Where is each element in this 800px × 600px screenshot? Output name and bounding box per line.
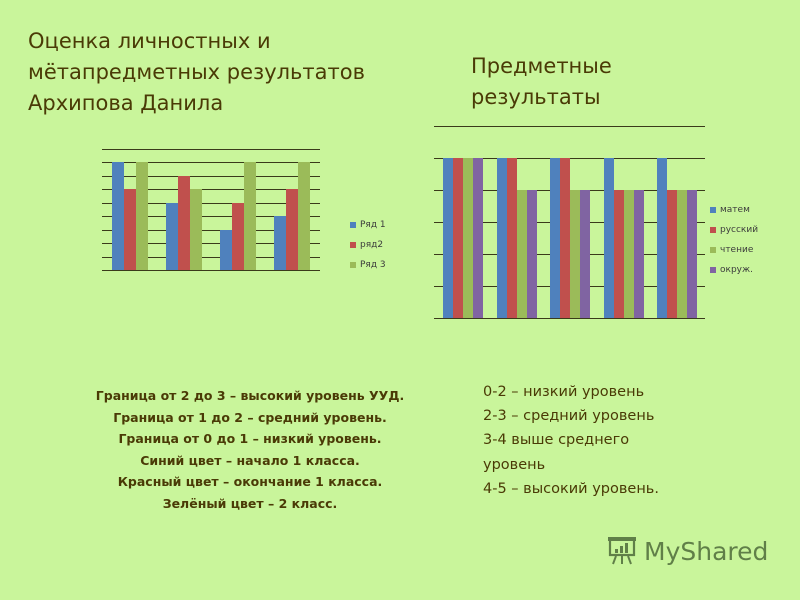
legend-item: Ряд 3 <box>350 255 386 275</box>
chart1-gridline <box>102 149 320 150</box>
chart1-gridline <box>102 216 320 217</box>
chart2-bar <box>443 158 453 318</box>
chart2-gridline <box>434 222 705 223</box>
chart1-gridline <box>102 230 320 231</box>
title-left-line-1: Оценка личностных и <box>28 29 271 53</box>
note-right-1: 0-2 – низкий уровень <box>483 384 645 400</box>
chart2-bar <box>473 158 483 318</box>
chart2-gridline <box>434 126 705 127</box>
note-left-6: Зелёный цвет – 2 класс. <box>162 495 338 511</box>
legend-swatch-icon <box>350 222 356 228</box>
notes-left: Граница от 2 до 3 – высокий уровень УУД.… <box>70 385 430 514</box>
notes-right: 0-2 – низкий уровень 2-3 – средний урове… <box>483 380 723 501</box>
note-right-3: 3-4 выше среднего <box>483 432 630 449</box>
chart2-legend: матем русский чтение окруж. <box>710 200 758 280</box>
chart2-gridline <box>434 254 705 255</box>
legend-item: русский <box>710 220 758 240</box>
chart1-bar <box>298 162 310 270</box>
chart2-gridline <box>434 318 705 319</box>
note-left-4: Синий цвет – начало 1 класса. <box>140 452 360 468</box>
title-left-line-3: Архипова Данила <box>28 91 224 115</box>
legend-item: Ряд 1 <box>350 215 386 235</box>
chart1-bar <box>232 203 244 270</box>
chart1-bar <box>112 162 124 270</box>
chart1-bar <box>166 203 178 270</box>
chart2-gridline <box>434 286 705 287</box>
chart2-bar <box>506 158 517 318</box>
presentation-board-icon <box>608 537 636 565</box>
legend-swatch-icon <box>710 207 716 213</box>
legend-swatch-icon <box>350 262 356 268</box>
legend-label: русский <box>720 225 759 235</box>
note-left-3: Граница от 0 до 1 – низкий уровень. <box>118 431 382 446</box>
chart2-bar <box>657 158 667 318</box>
chart1-bar <box>190 189 202 270</box>
chart1-bar <box>274 216 286 270</box>
chart1-gridline <box>102 189 320 190</box>
chart1-legend: Ряд 1 ряд2 Ряд 3 <box>350 215 386 275</box>
slide-title-right: Предметные результаты <box>471 51 691 113</box>
chart2-bar <box>677 190 687 318</box>
chart2-bar <box>526 190 537 318</box>
chart2-bar <box>687 190 697 318</box>
legend-swatch-icon <box>350 242 356 248</box>
note-right-2: 2-3 – средний уровень <box>483 408 655 425</box>
chart1-bar <box>286 189 298 270</box>
legend-label: окруж. <box>720 265 753 275</box>
chart2-bar <box>580 190 590 318</box>
myshared-watermark: MyShared <box>606 536 768 566</box>
legend-swatch-icon <box>710 247 716 253</box>
title-right-line-1: Предметные <box>471 54 612 78</box>
chart2-gridline <box>434 158 705 159</box>
legend-label: ряд2 <box>360 240 384 250</box>
chart2-gridline <box>434 190 705 191</box>
chart2-bar <box>496 158 507 318</box>
chart1-gridline <box>102 162 320 163</box>
chart1-gridline <box>102 243 320 244</box>
chart2-bar <box>570 190 580 318</box>
chart2-bar <box>633 190 644 318</box>
legend-label: Ряд 1 <box>360 220 386 230</box>
legend-item: окруж. <box>710 260 758 280</box>
chart1-gridline <box>102 270 320 271</box>
chart2-bar <box>463 158 473 318</box>
legend-swatch-icon <box>710 267 716 273</box>
note-right-5: 4-5 – высокий уровень. <box>483 480 659 497</box>
note-left-5: Красный цвет – окончание 1 класса. <box>117 474 383 489</box>
chart2-bar <box>603 158 614 318</box>
watermark-text: MyShared <box>644 536 769 566</box>
title-right-line-2: результаты <box>471 85 601 109</box>
chart2-bar <box>623 190 634 318</box>
legend-label: матем <box>720 205 750 215</box>
legend-item: чтение <box>710 240 758 260</box>
legend-label: Ряд 3 <box>360 260 386 270</box>
chart1-gridline <box>102 176 320 177</box>
chart1-bar <box>136 162 148 270</box>
chart1-gridline <box>102 203 320 204</box>
chart1-gridline <box>102 257 320 258</box>
note-right-4: уровень <box>483 456 546 473</box>
chart2-bar <box>453 158 463 318</box>
chart2-bar <box>550 158 560 318</box>
legend-item: матем <box>710 200 758 220</box>
legend-label: чтение <box>720 245 754 255</box>
legend-swatch-icon <box>710 227 716 233</box>
chart1-bar <box>124 189 136 270</box>
slide-title-left: Оценка личностных и мётапредметных резул… <box>28 26 428 119</box>
chart2-bar <box>613 190 624 318</box>
chart1-bar <box>244 162 256 270</box>
chart1-bar <box>178 176 190 270</box>
chart2-bar <box>560 158 570 318</box>
chart2-bar <box>516 190 527 318</box>
legend-item: ряд2 <box>350 235 386 255</box>
chart2-bar <box>667 190 677 318</box>
chart1-bar <box>220 230 232 270</box>
note-left-2: Граница от 1 до 2 – средний уровень. <box>113 409 387 425</box>
title-left-line-2: мётапредметных результатов <box>28 60 365 84</box>
note-left-1: Граница от 2 до 3 – высокий уровень УУД. <box>95 388 405 403</box>
